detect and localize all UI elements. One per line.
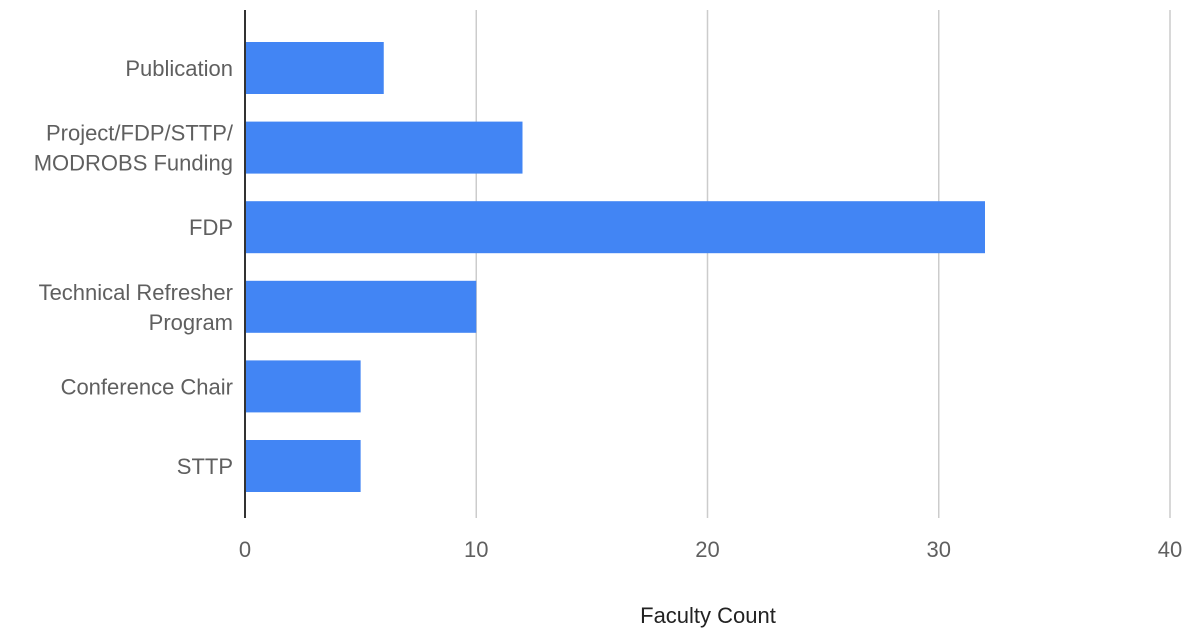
x-axis-title: Faculty Count [640, 603, 776, 628]
x-tick-label: 30 [927, 537, 951, 562]
bars [245, 42, 985, 492]
category-label-line: Technical Refresher [39, 280, 233, 305]
category-label: STTP [177, 454, 233, 479]
x-tick-label: 40 [1158, 537, 1182, 562]
category-label-line: Conference Chair [61, 374, 233, 399]
bar [245, 280, 477, 333]
gridlines [475, 10, 1171, 518]
bar [245, 121, 523, 174]
category-label: Publication [125, 56, 233, 81]
category-label-line: Program [149, 310, 233, 335]
x-tick-label: 10 [464, 537, 488, 562]
bar [245, 440, 361, 492]
category-label-line: STTP [177, 454, 233, 479]
category-labels: Publication Project/FDP/STTP/MODROBS Fund… [34, 56, 234, 479]
bar [245, 201, 985, 254]
bar [245, 360, 361, 413]
category-label-line: Project/FDP/STTP/ [46, 121, 234, 146]
x-tick-label: 20 [695, 537, 719, 562]
x-tick-label: 0 [239, 537, 251, 562]
category-label: FDP [189, 215, 233, 240]
category-label-line: Publication [125, 56, 233, 81]
category-label-line: MODROBS Funding [34, 151, 233, 176]
bar [245, 42, 384, 94]
category-label: Project/FDP/STTP/MODROBS Funding [34, 121, 234, 176]
category-label-line: FDP [189, 215, 233, 240]
category-label: Technical Refresher Program [39, 280, 233, 335]
x-tick-labels: 0 10 20 30 40 [239, 537, 1182, 562]
category-label: Conference Chair [61, 374, 233, 399]
